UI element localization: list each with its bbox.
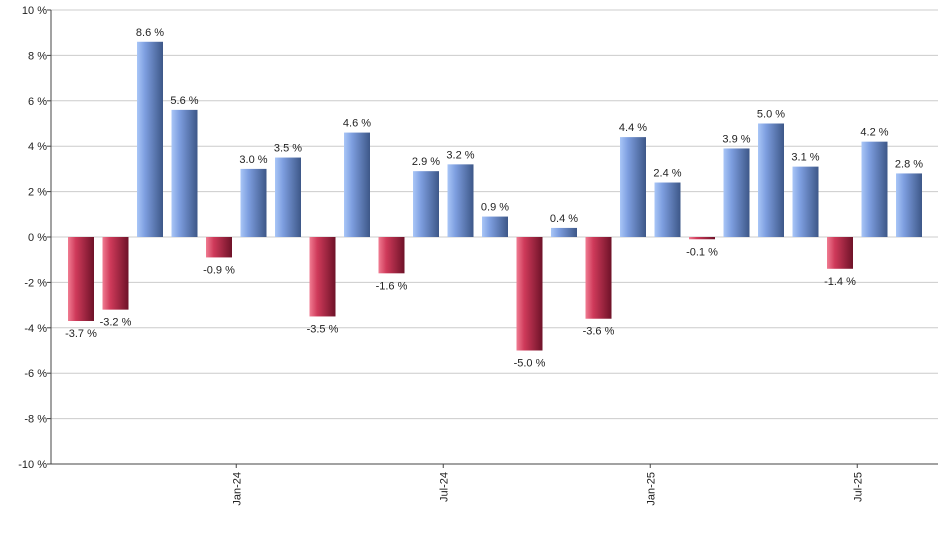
y-tick-label: 4 % bbox=[28, 141, 47, 153]
bar-positive bbox=[447, 164, 474, 237]
data-labels: -3.7 %-3.2 % 8.6 % 5.6 % -0.9 % 3.0 % 3.5 % -3… bbox=[65, 27, 923, 370]
y-tick-label: -10 % bbox=[18, 459, 47, 471]
bar-negative bbox=[827, 237, 853, 269]
bar-positive bbox=[137, 41, 163, 237]
y-tick-label: 10 % bbox=[22, 5, 47, 17]
bar-negative bbox=[378, 237, 405, 274]
y-tick-label: 2 % bbox=[28, 187, 47, 199]
bar-negative bbox=[206, 237, 232, 258]
bar-data-label: 0.4 % bbox=[550, 213, 578, 225]
bar-negative bbox=[309, 237, 336, 317]
bar-data-label: -3.6 % bbox=[583, 326, 615, 338]
bar-negative bbox=[585, 237, 612, 319]
bar-positive bbox=[171, 109, 198, 237]
bar-positive bbox=[723, 148, 750, 237]
bar-data-label: -5.0 % bbox=[514, 358, 546, 370]
bar-positive bbox=[896, 173, 922, 237]
bar-data-label: 2.9 % bbox=[412, 156, 440, 168]
x-axis-ticks: Jan-24 Jul-24 Jan-25 Jul-25 bbox=[231, 464, 864, 506]
y-tick-label: -6 % bbox=[24, 368, 47, 380]
y-axis-ticks: -10 % -8 % -6 % -4 % -2 % 0 % 2 % 4 % 6 % 8 % 10 % bbox=[18, 5, 51, 471]
y-tick-label: 0 % bbox=[28, 232, 47, 244]
x-tick-label: Jan-25 bbox=[645, 472, 657, 506]
bar-data-label: -1.4 % bbox=[824, 276, 856, 288]
bar-positive bbox=[654, 182, 681, 237]
bar-negative bbox=[68, 237, 94, 321]
bar-positive bbox=[413, 171, 439, 237]
bar-data-label: -3.2 % bbox=[100, 317, 132, 329]
bar-negative bbox=[102, 237, 129, 310]
bar-positive bbox=[275, 157, 301, 237]
bar-data-label: -3.5 % bbox=[307, 323, 339, 335]
bar-data-label: -0.9 % bbox=[203, 264, 235, 276]
bar-data-label: 3.2 % bbox=[446, 149, 474, 161]
bar-positive bbox=[344, 132, 370, 237]
bars bbox=[68, 41, 922, 351]
y-tick-label: 6 % bbox=[28, 96, 47, 108]
bar-data-label: 5.0 % bbox=[757, 109, 785, 121]
bar-data-label: 3.0 % bbox=[239, 154, 267, 166]
bar-data-label: 4.4 % bbox=[619, 122, 647, 134]
x-tick-label: Jul-24 bbox=[438, 472, 450, 502]
y-tick-label: -8 % bbox=[24, 414, 47, 426]
bar-data-label: 2.4 % bbox=[653, 168, 681, 180]
bar-data-label: 8.6 % bbox=[136, 27, 164, 39]
y-tick-label: -2 % bbox=[24, 277, 47, 289]
bar-positive bbox=[240, 168, 267, 237]
bar-positive bbox=[620, 137, 646, 237]
bar-data-label: 0.9 % bbox=[481, 202, 509, 214]
bar-positive bbox=[792, 166, 819, 237]
bar-data-label: -1.6 % bbox=[376, 280, 408, 292]
bar-data-label: 2.8 % bbox=[895, 158, 923, 170]
bar-positive bbox=[861, 141, 888, 237]
y-tick-label: 8 % bbox=[28, 50, 47, 62]
bar-data-label: 3.9 % bbox=[722, 133, 750, 145]
bar-negative bbox=[516, 237, 543, 351]
x-tick-label: Jul-25 bbox=[852, 472, 864, 502]
y-tick-label: -4 % bbox=[24, 323, 47, 335]
bar-data-label: 5.6 % bbox=[170, 95, 198, 107]
bar-positive bbox=[551, 227, 577, 237]
bar-positive bbox=[758, 123, 784, 237]
bar-data-label: 4.2 % bbox=[860, 127, 888, 139]
bar-data-label: -0.1 % bbox=[686, 246, 718, 258]
bar-negative bbox=[689, 237, 715, 240]
x-tick-label: Jan-24 bbox=[231, 472, 243, 506]
bar-data-label: -3.7 % bbox=[65, 328, 97, 340]
bar-data-label: 3.5 % bbox=[274, 143, 302, 155]
bar-data-label: 3.1 % bbox=[791, 152, 819, 164]
bar-data-label: 4.6 % bbox=[343, 118, 371, 130]
bar-positive bbox=[482, 216, 508, 237]
